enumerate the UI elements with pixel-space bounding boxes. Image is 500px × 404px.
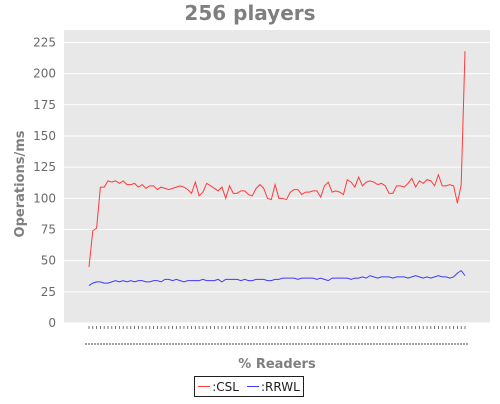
y-tick-label: 25 — [41, 285, 56, 299]
y-tick-label: 200 — [33, 67, 56, 81]
y-axis-label: Operations/ms — [13, 130, 28, 237]
legend-item-csl: :CSL — [198, 380, 239, 394]
y-tick-label: 50 — [41, 254, 56, 268]
y-tick-label: 150 — [33, 129, 56, 143]
series-line-rrwl — [88, 269, 466, 287]
legend: :CSL :RRWL — [194, 376, 304, 397]
legend-item-rrwl: :RRWL — [246, 379, 300, 394]
x-axis-label: % Readers — [238, 357, 316, 372]
y-tick-label: 225 — [33, 35, 56, 49]
legend-label-csl: :CSL — [212, 379, 239, 394]
legend-swatch-rrwl — [246, 386, 259, 387]
y-tick-label: 0 — [48, 316, 56, 330]
y-tick-label: 125 — [33, 160, 56, 174]
plot-area: 0 25 50 75 100 125 150 175 200 225 — [33, 30, 490, 345]
series-line-csl — [88, 51, 466, 267]
y-tick-label: 75 — [41, 222, 56, 236]
chart-title: 256 players — [184, 1, 315, 25]
legend-label-rrwl: :RRWL — [260, 379, 300, 394]
y-tick-label: 175 — [33, 98, 56, 112]
plot-background — [64, 30, 490, 323]
legend-swatch-csl — [198, 386, 211, 387]
y-tick-label: 100 — [33, 191, 56, 205]
